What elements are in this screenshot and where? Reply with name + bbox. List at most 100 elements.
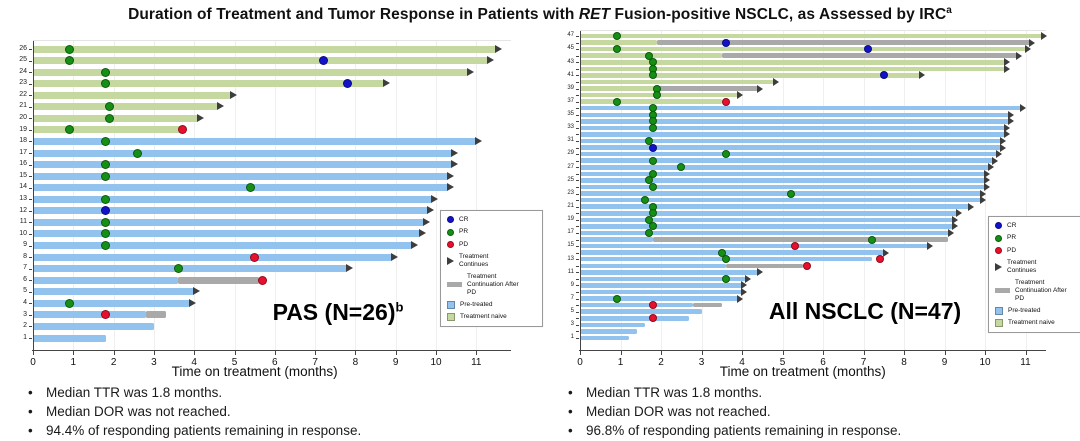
footnote-text: Median DOR was not reached. xyxy=(586,404,771,419)
footnote-text: Median TTR was 1.8 months. xyxy=(586,385,763,400)
legend-item: PR xyxy=(995,234,1075,242)
treatment-continues-arrow-icon xyxy=(217,102,225,111)
treatment-bar xyxy=(580,230,949,236)
treatment-bar xyxy=(580,40,657,45)
patient-number-label: 27 xyxy=(567,163,574,170)
treatment-continues-arrow-icon xyxy=(996,150,1003,159)
y-tick xyxy=(29,326,32,328)
treatment-bar xyxy=(580,79,775,85)
legend-label: Treatment Continues xyxy=(1007,258,1037,274)
patient-number-label: 5 xyxy=(570,308,574,315)
y-tick xyxy=(29,303,32,305)
y-tick xyxy=(576,318,579,320)
treatment-continues-arrow-icon xyxy=(773,77,780,86)
legend-pr-icon xyxy=(447,228,454,236)
cr-marker xyxy=(863,45,872,54)
treatment-continues-arrow-icon xyxy=(882,248,889,257)
treatment-bar xyxy=(33,126,183,134)
pr-marker xyxy=(101,241,110,251)
pr-marker xyxy=(101,79,110,89)
treatment-bar xyxy=(33,114,199,122)
legend-item: Pre-treated xyxy=(447,300,537,309)
y-tick xyxy=(29,83,32,85)
legend-label: PD xyxy=(459,240,469,248)
treatment-bar xyxy=(580,289,742,295)
patient-number-label: 43 xyxy=(567,58,574,65)
x-axis-title: Time on treatment (months) xyxy=(719,364,886,379)
legend-treatment-continuation-after-pd-icon xyxy=(995,288,1010,294)
pr-marker xyxy=(101,217,110,227)
pr-marker xyxy=(101,194,110,204)
gridline xyxy=(355,41,357,350)
legend-label: PD xyxy=(1007,246,1017,254)
treatment-bar xyxy=(580,125,1006,131)
gridline xyxy=(944,31,946,350)
legend-pre-treated-icon xyxy=(995,306,1003,315)
footnote-line: • Median TTR was 1.8 months. xyxy=(568,385,1068,400)
plot-area-all-nsclc: 47 45 43 41 39 37 35 33 31 29 27 25 23 21 19 17 15 13 11 9 7… xyxy=(567,30,1047,368)
y-tick xyxy=(576,200,579,202)
treatment-continues-arrow-icon xyxy=(382,79,390,88)
gridline xyxy=(742,31,743,350)
y-tick xyxy=(576,42,579,44)
x-axis xyxy=(32,350,511,351)
patient-number-label: 12 xyxy=(19,206,27,214)
pr-marker xyxy=(648,123,657,132)
y-tick xyxy=(576,127,579,129)
pr-marker xyxy=(101,171,110,181)
y-tick xyxy=(29,338,32,339)
patient-number-label: 1 xyxy=(570,334,574,341)
patient-number-label: 7 xyxy=(570,294,574,301)
panel-label-pas: PAS (N=26)b xyxy=(272,299,404,325)
y-tick xyxy=(29,314,32,316)
x-tick-label: 1 xyxy=(70,357,77,368)
y-tick xyxy=(576,68,579,70)
treatment-continues-arrow-icon xyxy=(451,160,459,169)
legend-treatment-continues-icon xyxy=(447,256,454,265)
treatment-continues-arrow-icon xyxy=(984,169,990,178)
gridline xyxy=(782,31,784,350)
x-tick-label: 10 xyxy=(979,357,991,368)
treatment-bar xyxy=(33,276,179,284)
y-tick xyxy=(29,49,32,50)
footnote-line: • 96.8% of responding patients remaining … xyxy=(568,423,1068,438)
y-tick xyxy=(576,213,579,215)
treatment-bar xyxy=(33,137,477,145)
y-tick xyxy=(576,180,579,182)
treatment-bar xyxy=(580,60,1006,65)
title-footnote-superscript: a xyxy=(946,5,952,16)
legend-label: CR xyxy=(459,216,469,223)
y-axis xyxy=(33,41,34,350)
treatment-bar xyxy=(580,322,645,328)
x-tick-label: 3 xyxy=(698,357,705,368)
pr-marker xyxy=(644,51,653,60)
treatment-bar xyxy=(33,230,420,238)
continuation-after-pd-bar xyxy=(657,40,1030,45)
cr-marker xyxy=(721,38,730,47)
x-tick-label: 11 xyxy=(471,357,482,368)
patient-number-label: 16 xyxy=(19,160,27,168)
treatment-bar xyxy=(33,57,489,65)
treatment-continues-arrow-icon xyxy=(451,148,459,157)
x-tick-label: 9 xyxy=(392,357,399,368)
patient-number-label: 9 xyxy=(23,241,27,249)
treatment-bar xyxy=(33,334,106,342)
y-tick xyxy=(29,233,32,235)
y-tick xyxy=(576,121,579,123)
y-tick xyxy=(576,324,579,326)
treatment-continues-arrow-icon xyxy=(1004,130,1011,139)
treatment-continues-arrow-icon xyxy=(197,113,205,122)
x-tick-label: 7 xyxy=(312,357,318,368)
patient-number-label: 6 xyxy=(23,275,27,283)
legend-item: PR xyxy=(447,228,537,236)
pr-marker xyxy=(867,235,876,244)
cr-marker xyxy=(879,71,888,80)
y-axis xyxy=(580,31,581,350)
treatment-continues-arrow-icon xyxy=(967,202,974,211)
treatment-continues-arrow-icon xyxy=(745,274,751,283)
x-tick-label: 5 xyxy=(231,357,238,368)
patient-number-label: 10 xyxy=(19,229,27,237)
legend-treatment-continuation-after-pd-icon xyxy=(447,282,462,288)
y-tick xyxy=(576,193,579,195)
pr-marker xyxy=(721,150,730,159)
